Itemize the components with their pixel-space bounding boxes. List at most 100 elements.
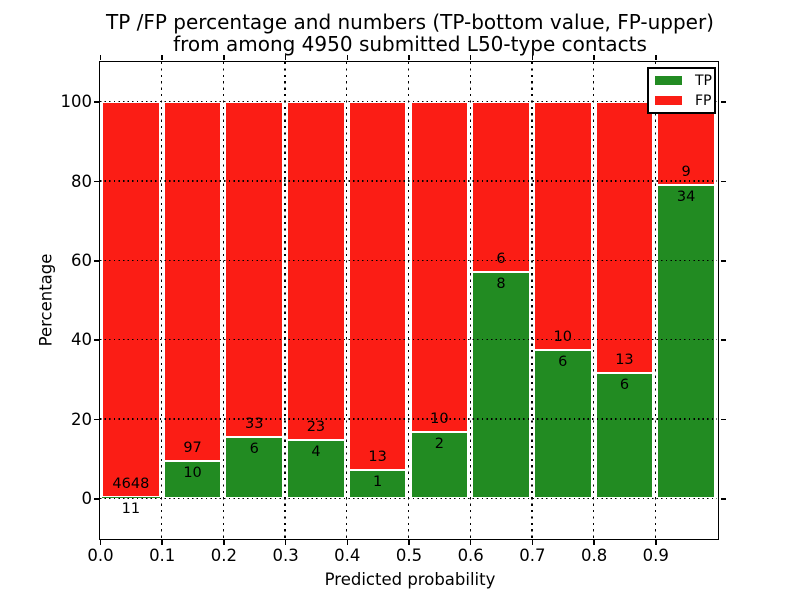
chart-title-line1: TP /FP percentage and numbers (TP-bottom… (106, 10, 714, 34)
y-tick-mark-left (94, 180, 99, 183)
y-tick-mark-right (720, 260, 726, 262)
x-gridline (161, 62, 163, 538)
x-tick-mark-bottom (223, 540, 225, 545)
x-tick-mark-bottom (469, 540, 472, 545)
x-tick-mark-top (284, 54, 287, 60)
y-tick-mark-right (720, 418, 726, 421)
bar-tp-segment (657, 184, 715, 499)
x-tick-mark-bottom (284, 540, 287, 545)
x-tick-label: 0.6 (457, 546, 484, 565)
y-tick-label: 20 (71, 409, 92, 429)
x-gridline (284, 62, 286, 538)
bar-fp-segment (657, 101, 715, 185)
fp-count-label: 9 (681, 163, 691, 180)
fp-count-label: 33 (245, 416, 264, 433)
bar-fp-segment (287, 101, 345, 440)
bar-fp-segment (348, 101, 407, 470)
y-tick-label: 100 (60, 92, 93, 112)
x-gridline (531, 62, 533, 538)
tp-count-label: 6 (619, 377, 630, 394)
x-tick-label: 0.3 (272, 546, 299, 565)
y-tick-label: 80 (71, 171, 92, 191)
bar-tp-segment (472, 271, 530, 499)
x-tick-mark-top (408, 54, 410, 60)
bar-tp-segment (595, 373, 654, 499)
x-tick-mark-bottom (346, 540, 349, 545)
legend: TP FP (647, 67, 716, 114)
fp-count-label: 13 (368, 449, 387, 465)
x-tick-mark-top (99, 54, 102, 60)
bar-fp-segment (410, 101, 469, 433)
tp-count-label: 11 (121, 501, 141, 518)
bar-fp-segment (595, 101, 654, 374)
bar-tp-segment (533, 349, 592, 499)
tp-count-label: 34 (676, 188, 696, 205)
y-tick-mark-left (94, 418, 99, 421)
bar-fp-segment (472, 101, 530, 272)
y-tick-label: 0 (81, 488, 93, 508)
y-tick-mark-right (720, 180, 726, 183)
chart-title: TP /FP percentage and numbers (TP-bottom… (99, 11, 721, 55)
x-axis-label: Predicted probability (324, 570, 496, 589)
y-tick-mark-right (720, 101, 726, 103)
x-tick-mark-top (346, 54, 349, 60)
x-tick-mark-bottom (655, 540, 657, 545)
x-tick-label: 0.1 (149, 546, 176, 565)
x-tick-mark-top (469, 54, 472, 60)
plot-area: 4648 11 97 10 33 6 23 4 13 1 10 2 6 8 10 6 13 6 9 34 (99, 61, 719, 540)
tp-count-label: 10 (183, 465, 202, 482)
fp-count-label: 10 (553, 328, 572, 345)
x-tick-mark-top (531, 54, 534, 60)
x-tick-label: 0.4 (334, 546, 361, 565)
y-tick-mark-left (94, 498, 99, 500)
fp-count-label: 97 (183, 440, 202, 457)
y-tick-mark-right (720, 339, 726, 341)
x-tick-mark-top (593, 54, 595, 60)
tp-count-label: 8 (496, 275, 506, 292)
bar-fp-segment (225, 101, 284, 438)
fp-count-label: 6 (496, 250, 506, 267)
tp-count-label: 6 (558, 353, 568, 370)
x-gridline (654, 62, 656, 538)
tp-count-label: 4 (311, 443, 321, 460)
x-tick-label: 0.2 (210, 546, 238, 565)
x-tick-label: 0.7 (519, 546, 546, 565)
fp-color-swatch (655, 96, 682, 105)
fp-count-label: 10 (430, 411, 449, 428)
x-gridline (346, 62, 348, 538)
y-tick-label: 40 (71, 330, 92, 350)
x-gridline (469, 62, 471, 538)
x-tick-mark-top (161, 54, 163, 60)
x-tick-mark-bottom (408, 540, 410, 545)
y-tick-label: 60 (71, 250, 92, 270)
legend-entry-tp: TP (655, 74, 712, 88)
chart-title-line2: from among 4950 submitted L50-type conta… (173, 32, 647, 56)
tp-color-swatch (655, 76, 682, 85)
fp-count-label: 23 (306, 418, 326, 435)
y-tick-mark-left (94, 339, 99, 341)
y-tick-mark-right (720, 498, 726, 500)
legend-entry-fp: FP (655, 94, 712, 108)
x-gridline (407, 62, 410, 538)
y-tick-mark-left (94, 101, 99, 103)
x-tick-mark-top (655, 54, 657, 60)
x-tick-mark-top (223, 54, 225, 60)
x-tick-mark-bottom (593, 540, 595, 545)
y-tick-mark-left (94, 260, 99, 262)
x-tick-label: 0.0 (87, 546, 114, 565)
x-tick-label: 0.5 (395, 546, 423, 565)
x-gridline (592, 62, 595, 538)
legend-label-fp: FP (695, 92, 712, 109)
bar-fp-segment (163, 101, 222, 462)
tp-count-label: 6 (249, 441, 259, 458)
tp-count-label: 1 (373, 474, 383, 490)
bar-fp-segment (533, 101, 592, 350)
legend-label-tp: TP (695, 72, 712, 89)
bar-fp-segment (102, 101, 160, 498)
x-tick-mark-bottom (531, 540, 534, 545)
x-tick-label: 0.9 (642, 546, 669, 565)
tp-count-label: 2 (434, 436, 444, 453)
fp-count-label: 4648 (112, 476, 150, 493)
x-gridline (222, 62, 225, 538)
